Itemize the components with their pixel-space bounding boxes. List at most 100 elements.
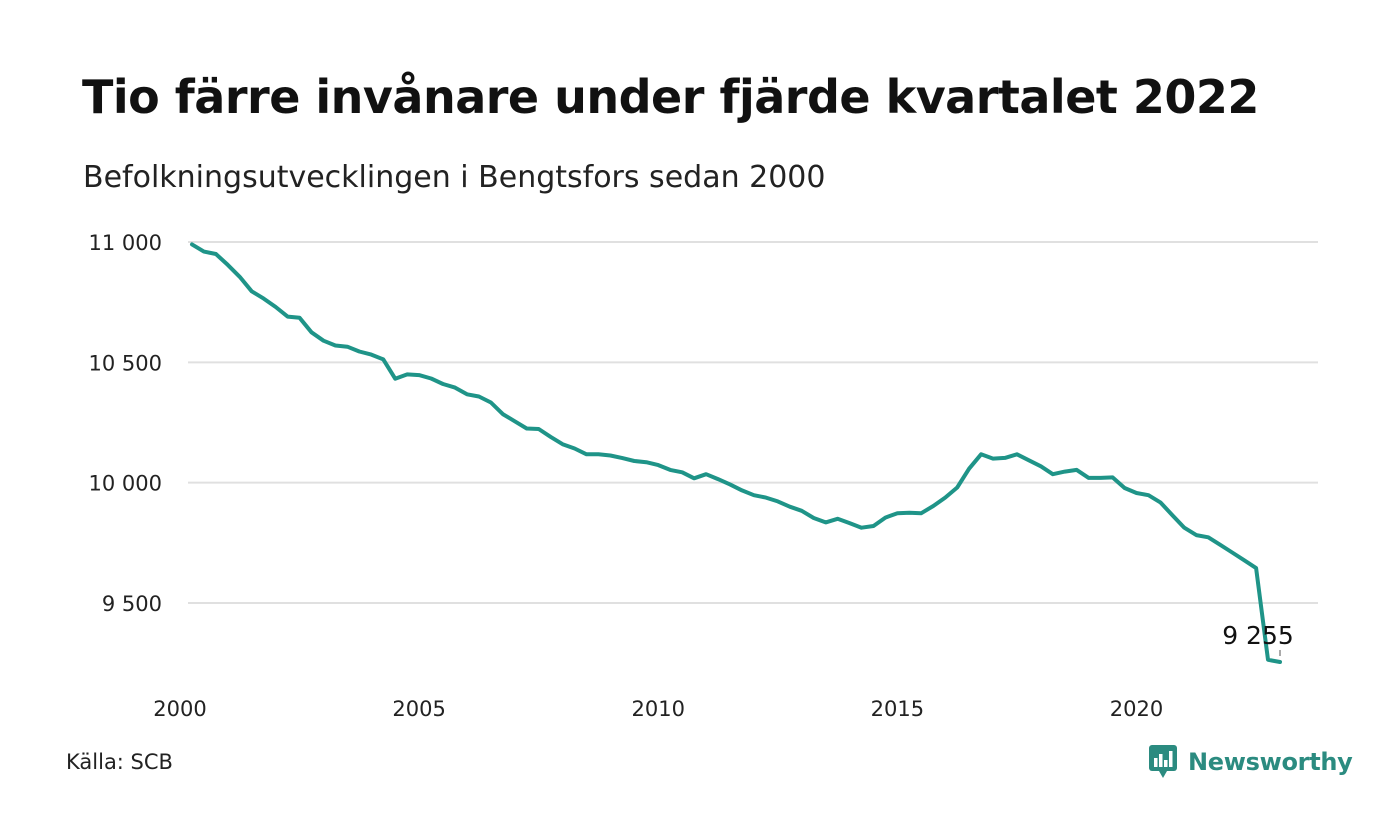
data-point [776, 500, 780, 503]
data-point [740, 489, 744, 492]
population-line [190, 242, 1282, 664]
data-point [405, 373, 409, 376]
data-point [1087, 476, 1090, 480]
data-point [358, 350, 361, 353]
data-point [1051, 473, 1055, 476]
data-point [202, 250, 206, 253]
data-point [525, 427, 528, 430]
data-point [370, 353, 373, 356]
data-point [262, 297, 265, 300]
data-point [1278, 660, 1282, 664]
data-point [417, 373, 421, 377]
data-point [238, 275, 241, 279]
data-point [1099, 476, 1102, 480]
chart-title: Tio färre invånare under fjärde kvartale… [82, 70, 1259, 124]
data-point [382, 358, 385, 361]
data-point [573, 447, 576, 450]
brand-logo[interactable]: Newsworthy [1148, 744, 1353, 780]
data-point [226, 263, 230, 267]
data-point [884, 516, 887, 519]
data-point [812, 516, 815, 520]
data-point [1195, 533, 1198, 537]
source-note: Källa: SCB [66, 750, 173, 774]
data-point [800, 509, 803, 513]
end-value-label: 9 255 [1222, 621, 1294, 650]
data-point [453, 386, 457, 389]
data-point [991, 457, 995, 460]
data-point [1266, 658, 1270, 661]
x-axis-tick-labels: 2000 2005 2010 2015 2020 [153, 697, 1163, 721]
data-point [752, 493, 756, 497]
data-point [1003, 456, 1007, 460]
data-point [860, 526, 863, 529]
y-axis-tick-labels: 9 500 10 000 10 500 11 000 [89, 231, 162, 616]
data-point [286, 315, 289, 318]
data-point [728, 483, 732, 486]
data-point [441, 382, 445, 386]
data-point [645, 461, 648, 464]
data-point [394, 377, 397, 380]
data-point [848, 521, 851, 525]
data-point [190, 243, 194, 246]
data-point [669, 468, 672, 472]
data-point [1063, 470, 1066, 473]
y-tick-label: 10 000 [89, 472, 162, 496]
data-point [1015, 453, 1019, 456]
data-point [764, 496, 768, 499]
data-point [621, 456, 624, 460]
data-point [1159, 501, 1162, 504]
data-point [465, 393, 469, 396]
brand-name: Newsworthy [1188, 748, 1353, 776]
data-points [190, 243, 1282, 664]
chart-subtitle: Befolkningsutvecklingen i Bengtsfors sed… [83, 160, 826, 195]
data-point [477, 395, 481, 398]
x-tick-label: 2020 [1110, 697, 1163, 721]
data-point [1147, 493, 1150, 497]
data-point [704, 473, 708, 476]
data-point [920, 512, 923, 515]
data-point [1171, 513, 1174, 517]
y-tick-label: 9 500 [102, 592, 162, 616]
data-point [489, 401, 493, 404]
data-point [1111, 476, 1114, 479]
newsworthy-logo-icon [1149, 745, 1177, 778]
data-point [585, 453, 588, 456]
data-point [824, 521, 827, 524]
data-point [513, 420, 516, 423]
x-tick-label: 2015 [871, 697, 924, 721]
data-point [250, 290, 253, 293]
data-point [955, 486, 959, 489]
data-point [429, 377, 433, 380]
data-point [932, 504, 935, 508]
data-point [1254, 566, 1258, 570]
data-point [274, 305, 277, 309]
data-point [1230, 551, 1234, 554]
data-point [1183, 526, 1186, 529]
data-point [537, 427, 540, 431]
data-point [680, 471, 684, 474]
data-point [322, 339, 325, 342]
data-point [310, 331, 313, 334]
data-point [334, 344, 337, 347]
data-point [1242, 558, 1246, 562]
data-point [944, 496, 947, 499]
data-point [716, 477, 720, 481]
data-point [872, 524, 875, 528]
data-point [1027, 459, 1031, 462]
grid-lines [188, 241, 1318, 604]
data-point [609, 454, 612, 457]
data-point [1219, 543, 1222, 546]
data-point [1123, 486, 1126, 490]
data-point [1075, 468, 1078, 472]
data-point [501, 412, 505, 416]
x-tick-label: 2010 [632, 697, 685, 721]
data-point [549, 435, 552, 439]
data-point [836, 517, 839, 520]
data-point [346, 345, 349, 348]
data-point [908, 511, 911, 514]
data-point [633, 459, 636, 463]
data-point [1135, 491, 1138, 495]
x-tick-label: 2000 [153, 697, 206, 721]
data-point [979, 453, 983, 456]
